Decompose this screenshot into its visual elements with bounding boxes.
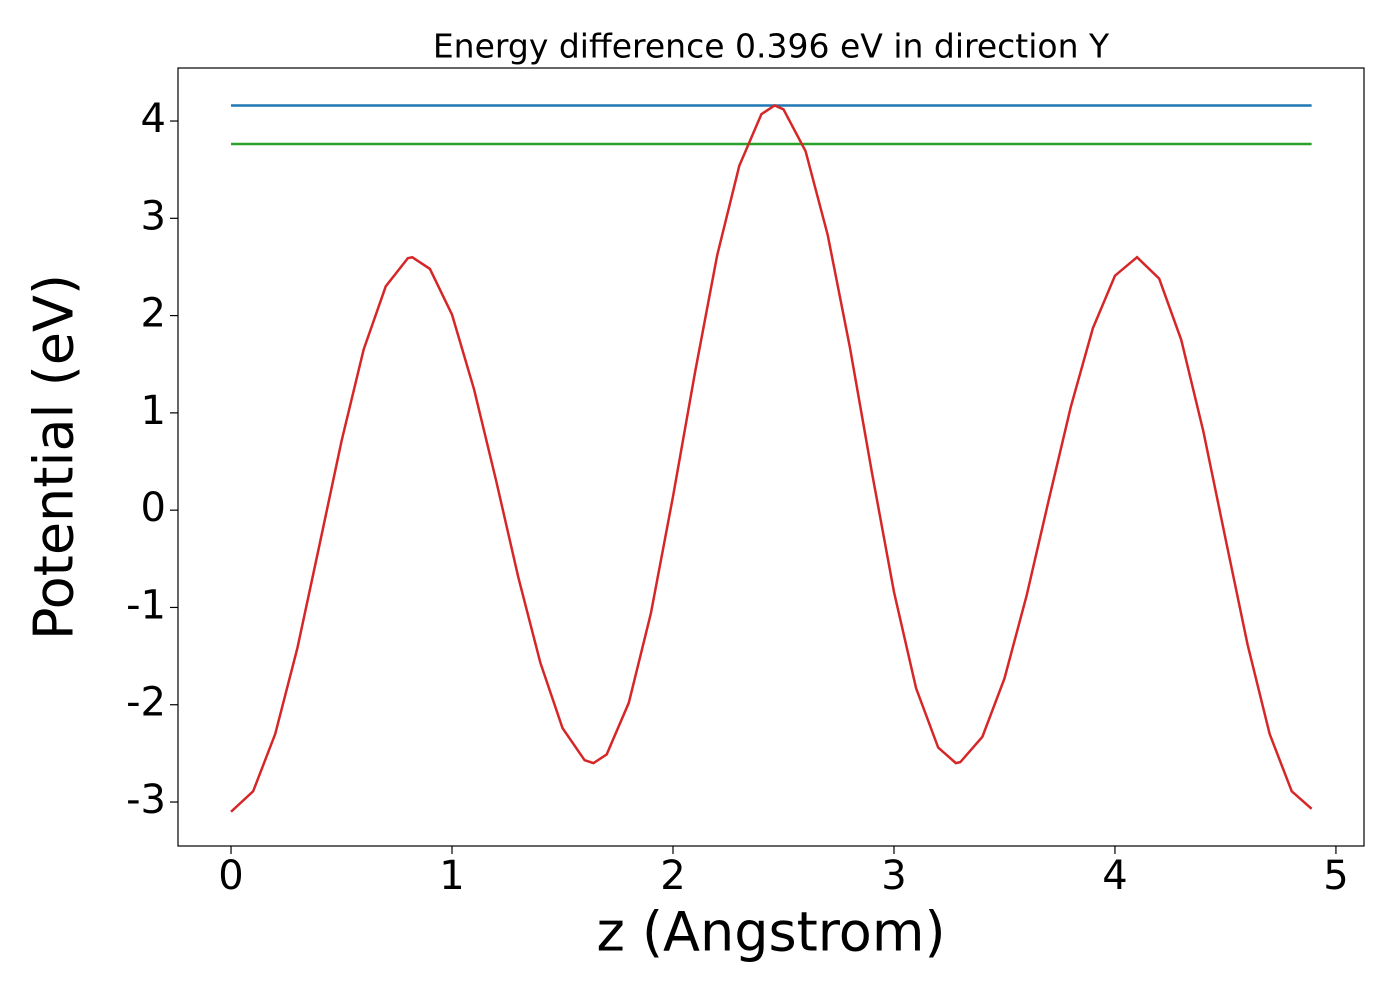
chart-title: Energy difference 0.396 eV in direction …: [433, 27, 1110, 66]
x-tick-label: 2: [660, 853, 685, 899]
y-axis-label: Potential (eV): [23, 274, 86, 640]
x-tick-label: 4: [1102, 853, 1127, 899]
y-tick-label: -3: [126, 777, 166, 823]
line-series: [230, 104, 1313, 813]
x-tick-label: 0: [218, 853, 243, 899]
y-tick-label: 3: [141, 193, 166, 239]
plot-frame: [177, 67, 1365, 847]
x-tick-label: 3: [881, 853, 906, 899]
x-axis-label: z (Angstrom): [596, 901, 945, 964]
x-tick-label: 5: [1323, 853, 1348, 899]
y-tick-label: -2: [126, 680, 166, 726]
y-tick-label: 1: [141, 388, 166, 434]
x-tick-label: 1: [439, 853, 464, 899]
y-tick-label: 4: [141, 96, 166, 142]
y-tick-label: 0: [141, 485, 166, 531]
y-tick-label: 2: [141, 291, 166, 337]
y-tick-label: -1: [126, 582, 166, 628]
